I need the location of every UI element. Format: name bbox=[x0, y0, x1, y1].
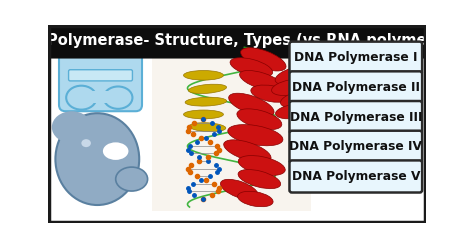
Ellipse shape bbox=[183, 70, 223, 80]
Ellipse shape bbox=[55, 113, 139, 205]
Ellipse shape bbox=[275, 104, 315, 119]
Ellipse shape bbox=[239, 70, 284, 91]
Text: DNA Polymerase- Structure, Types (vs RNA polymerase): DNA Polymerase- Structure, Types (vs RNA… bbox=[6, 33, 468, 49]
Ellipse shape bbox=[272, 79, 311, 95]
Ellipse shape bbox=[116, 167, 147, 191]
Ellipse shape bbox=[237, 109, 282, 130]
Ellipse shape bbox=[189, 123, 226, 132]
Text: DNA Polymerase V: DNA Polymerase V bbox=[292, 170, 420, 183]
Ellipse shape bbox=[104, 87, 132, 109]
Bar bbox=[152, 39, 311, 211]
Ellipse shape bbox=[66, 86, 97, 110]
Ellipse shape bbox=[52, 111, 92, 143]
Ellipse shape bbox=[82, 139, 91, 147]
Ellipse shape bbox=[241, 48, 286, 71]
Ellipse shape bbox=[238, 169, 281, 189]
Ellipse shape bbox=[230, 58, 273, 77]
FancyBboxPatch shape bbox=[290, 71, 422, 103]
FancyBboxPatch shape bbox=[290, 101, 422, 133]
Ellipse shape bbox=[238, 155, 285, 175]
FancyBboxPatch shape bbox=[290, 42, 422, 74]
Text: DNA Polymerase I: DNA Polymerase I bbox=[294, 51, 418, 64]
FancyBboxPatch shape bbox=[69, 70, 132, 81]
Ellipse shape bbox=[228, 124, 283, 146]
FancyBboxPatch shape bbox=[290, 160, 422, 192]
FancyBboxPatch shape bbox=[80, 91, 119, 103]
Ellipse shape bbox=[220, 179, 258, 200]
Ellipse shape bbox=[251, 85, 292, 102]
FancyBboxPatch shape bbox=[59, 49, 142, 111]
Text: DNA Polymerase III: DNA Polymerase III bbox=[290, 111, 422, 124]
Text: DNA Polymerase II: DNA Polymerase II bbox=[292, 81, 420, 94]
Ellipse shape bbox=[275, 66, 315, 85]
Ellipse shape bbox=[224, 140, 271, 162]
FancyBboxPatch shape bbox=[47, 23, 427, 59]
Ellipse shape bbox=[103, 142, 128, 160]
Ellipse shape bbox=[228, 93, 274, 117]
Ellipse shape bbox=[188, 84, 227, 93]
Ellipse shape bbox=[183, 110, 223, 119]
FancyBboxPatch shape bbox=[290, 131, 422, 163]
Ellipse shape bbox=[237, 191, 273, 207]
Text: DNA Polymerase IV: DNA Polymerase IV bbox=[289, 140, 422, 153]
Ellipse shape bbox=[185, 97, 227, 106]
Ellipse shape bbox=[281, 91, 318, 108]
